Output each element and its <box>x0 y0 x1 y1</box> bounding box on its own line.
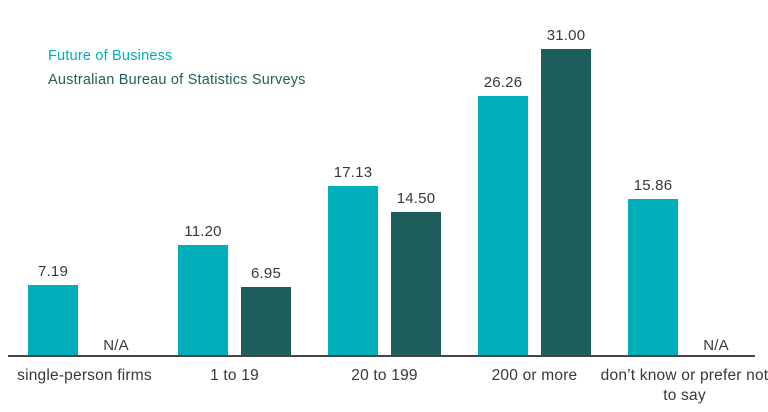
value-label: 7.19 <box>38 263 68 280</box>
value-label: 31.00 <box>546 27 586 44</box>
bar-future-of-business <box>628 199 678 356</box>
category-label: 1 to 19 <box>210 367 259 384</box>
category-label: 200 or more <box>491 367 578 384</box>
value-label: 11.20 <box>184 223 222 240</box>
value-label: 6.95 <box>251 265 281 282</box>
bar-future-of-business <box>478 96 528 356</box>
bar-future-of-business <box>28 285 78 356</box>
value-label: 14.50 <box>396 190 436 207</box>
bar-abs-surveys <box>541 49 591 356</box>
value-label: 17.13 <box>333 164 373 181</box>
category-label: single-person firms <box>17 367 152 384</box>
category-label: 20 to 199 <box>351 367 418 384</box>
bar-future-of-business <box>178 245 228 356</box>
bar-abs-surveys <box>391 212 441 356</box>
na-label: N/A <box>703 337 729 354</box>
x-axis-line <box>8 355 755 357</box>
chart-legend: Future of Business Australian Bureau of … <box>48 48 306 96</box>
bar-future-of-business <box>328 186 378 356</box>
category-label: don’t know or prefer not to say <box>600 367 768 404</box>
na-label: N/A <box>103 337 129 354</box>
bar-abs-surveys <box>241 287 291 356</box>
value-label: 26.26 <box>483 74 523 91</box>
legend-item-abs-surveys: Australian Bureau of Statistics Surveys <box>48 72 306 88</box>
value-label: 15.86 <box>633 177 673 194</box>
legend-item-future-of-business: Future of Business <box>48 48 173 64</box>
